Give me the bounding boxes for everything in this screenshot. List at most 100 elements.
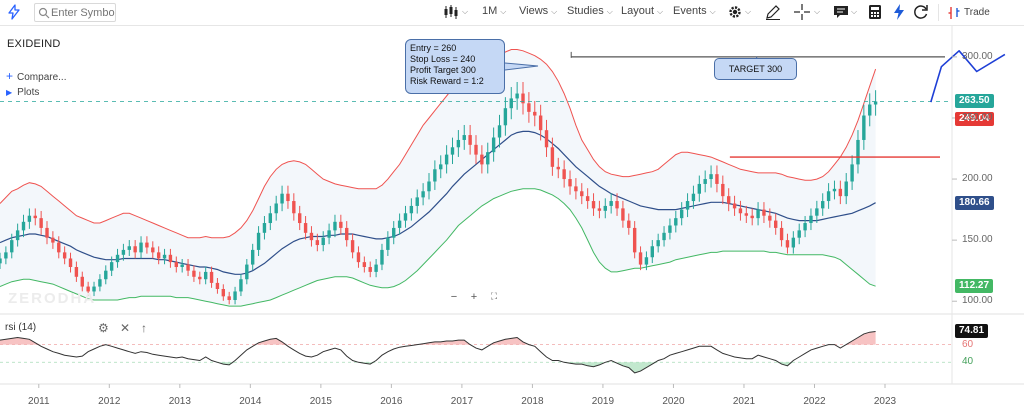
candle-body [15,230,20,241]
candle-body [726,196,731,204]
candle-body [515,93,519,99]
crosshair-icon[interactable] [793,3,811,21]
bb-mid-price-tag: 180.66 [955,195,994,210]
candle-body [527,103,531,112]
chevron-down-icon: ⌵ [709,7,716,16]
candle-body [139,242,143,253]
events-menu[interactable]: Events ⌵ [673,5,716,17]
candle-body [333,221,337,231]
candle-body [850,164,854,182]
candle-body [756,209,760,219]
trade-plan-note[interactable]: Entry = 260 Stop Loss = 240 Profit Targe… [405,39,505,94]
zoom-in-button[interactable]: + [470,291,478,303]
candle-body [533,111,537,116]
draw-pencil-icon[interactable] [764,3,782,21]
candle-body [815,208,819,216]
layout-menu[interactable]: Layout ⌵ [621,5,663,17]
price-tick-label: 250.00 [962,111,993,123]
candle-body [662,232,666,241]
candle-body [250,249,255,265]
candle-body [227,296,231,301]
rsi-toolbar: ⚙ ✕ ↑ [98,321,158,335]
refresh-icon[interactable] [912,3,930,21]
candle-body [203,271,208,280]
candle-body [145,242,149,248]
interval-dropdown[interactable]: 1M ⌵ [482,5,506,17]
settings-chevron-icon[interactable]: ⌵ [745,7,752,16]
rsi-close-icon[interactable]: ✕ [120,321,131,335]
candle-body [209,271,214,283]
compare-button[interactable]: + Compare... [6,69,66,83]
comment-icon[interactable] [832,3,850,21]
candle-body [750,215,754,219]
time-tick-label: 2020 [662,396,685,407]
chart-area[interactable]: EXIDEIND + Compare... ▶ Plots Entry = 260 … [0,26,1024,417]
candle-body [762,209,766,216]
lightning-logo-icon[interactable] [6,4,22,20]
plots-toggle[interactable]: ▶ Plots [6,87,39,98]
candle-body [597,208,602,211]
candle-body [638,252,643,265]
rsi-oversold-fill [0,362,876,373]
candle-body [4,252,8,259]
zerodha-watermark: ZERODHA [8,290,97,307]
candlestick-type-icon[interactable] [442,3,460,21]
candle-body [309,232,314,241]
chevron-down-icon: ⌵ [606,7,613,16]
trade-plan-pointer [504,62,539,71]
candle-body [403,213,408,221]
calculator-icon[interactable] [866,3,884,21]
candle-body [550,147,555,167]
trade-button[interactable]: Trade [964,7,990,18]
comment-chevron-icon[interactable]: ⌵ [851,7,858,16]
candle-body [797,230,801,238]
price-chart-svg[interactable] [0,26,1024,417]
stop-loss-text: Stop Loss = 240 [410,54,476,64]
candle-body [679,209,684,219]
candle-body [591,201,596,209]
zoom-out-button[interactable]: − [450,291,458,303]
symbol-search-input[interactable] [51,5,115,20]
views-menu[interactable]: Views ⌵ [519,5,557,17]
studies-label: Studies [567,5,604,17]
candle-body [374,264,378,272]
candle-body [245,264,249,280]
settings-gear-icon[interactable] [726,3,744,21]
line-price-tag: 249.04 [955,112,994,127]
candle-body [544,130,549,148]
candle-body [315,240,320,246]
trade-icon[interactable] [947,5,961,21]
symbol-search[interactable] [34,3,116,22]
rsi-settings-gear-icon[interactable]: ⚙ [98,321,109,335]
candle-body [303,223,308,233]
toolbar-divider [938,4,939,21]
rsi-move-up-icon[interactable]: ↑ [141,321,147,335]
top-toolbar: ⌵ 1M⌵ Views⌵ Studies⌵ Layout⌵ Events⌵ ⌵ … [0,0,1024,26]
interval-label: 1M [482,5,498,17]
candle-body [74,267,79,277]
candle-body [609,201,613,206]
candle-body [62,252,67,259]
lightning-bolt-icon[interactable] [890,3,908,21]
chart-type-chevron-icon[interactable]: ⌵ [462,7,469,16]
candle-body [785,240,790,248]
candle-body [574,186,578,192]
candle-body [826,191,831,202]
candle-body [215,282,220,290]
time-tick-label: 2019 [591,396,615,407]
fullscreen-icon[interactable]: ⛶ [490,291,498,301]
crosshair-chevron-icon[interactable]: ⌵ [814,7,821,16]
candle-body [491,137,496,153]
chevron-down-icon: ⌵ [657,7,664,16]
time-tick-label: 2023 [873,396,897,407]
profit-target-text: Profit Target 300 [410,65,476,75]
target-callout[interactable]: TARGET 300 [714,58,797,80]
studies-menu[interactable]: Studies ⌵ [567,5,613,17]
candle-body [192,270,196,277]
candle-body [109,262,114,271]
candle-body [115,254,120,263]
candle-body [51,237,55,243]
candle-body [239,279,243,292]
time-tick-label: 2021 [732,396,756,407]
time-tick-label: 2014 [239,396,262,407]
